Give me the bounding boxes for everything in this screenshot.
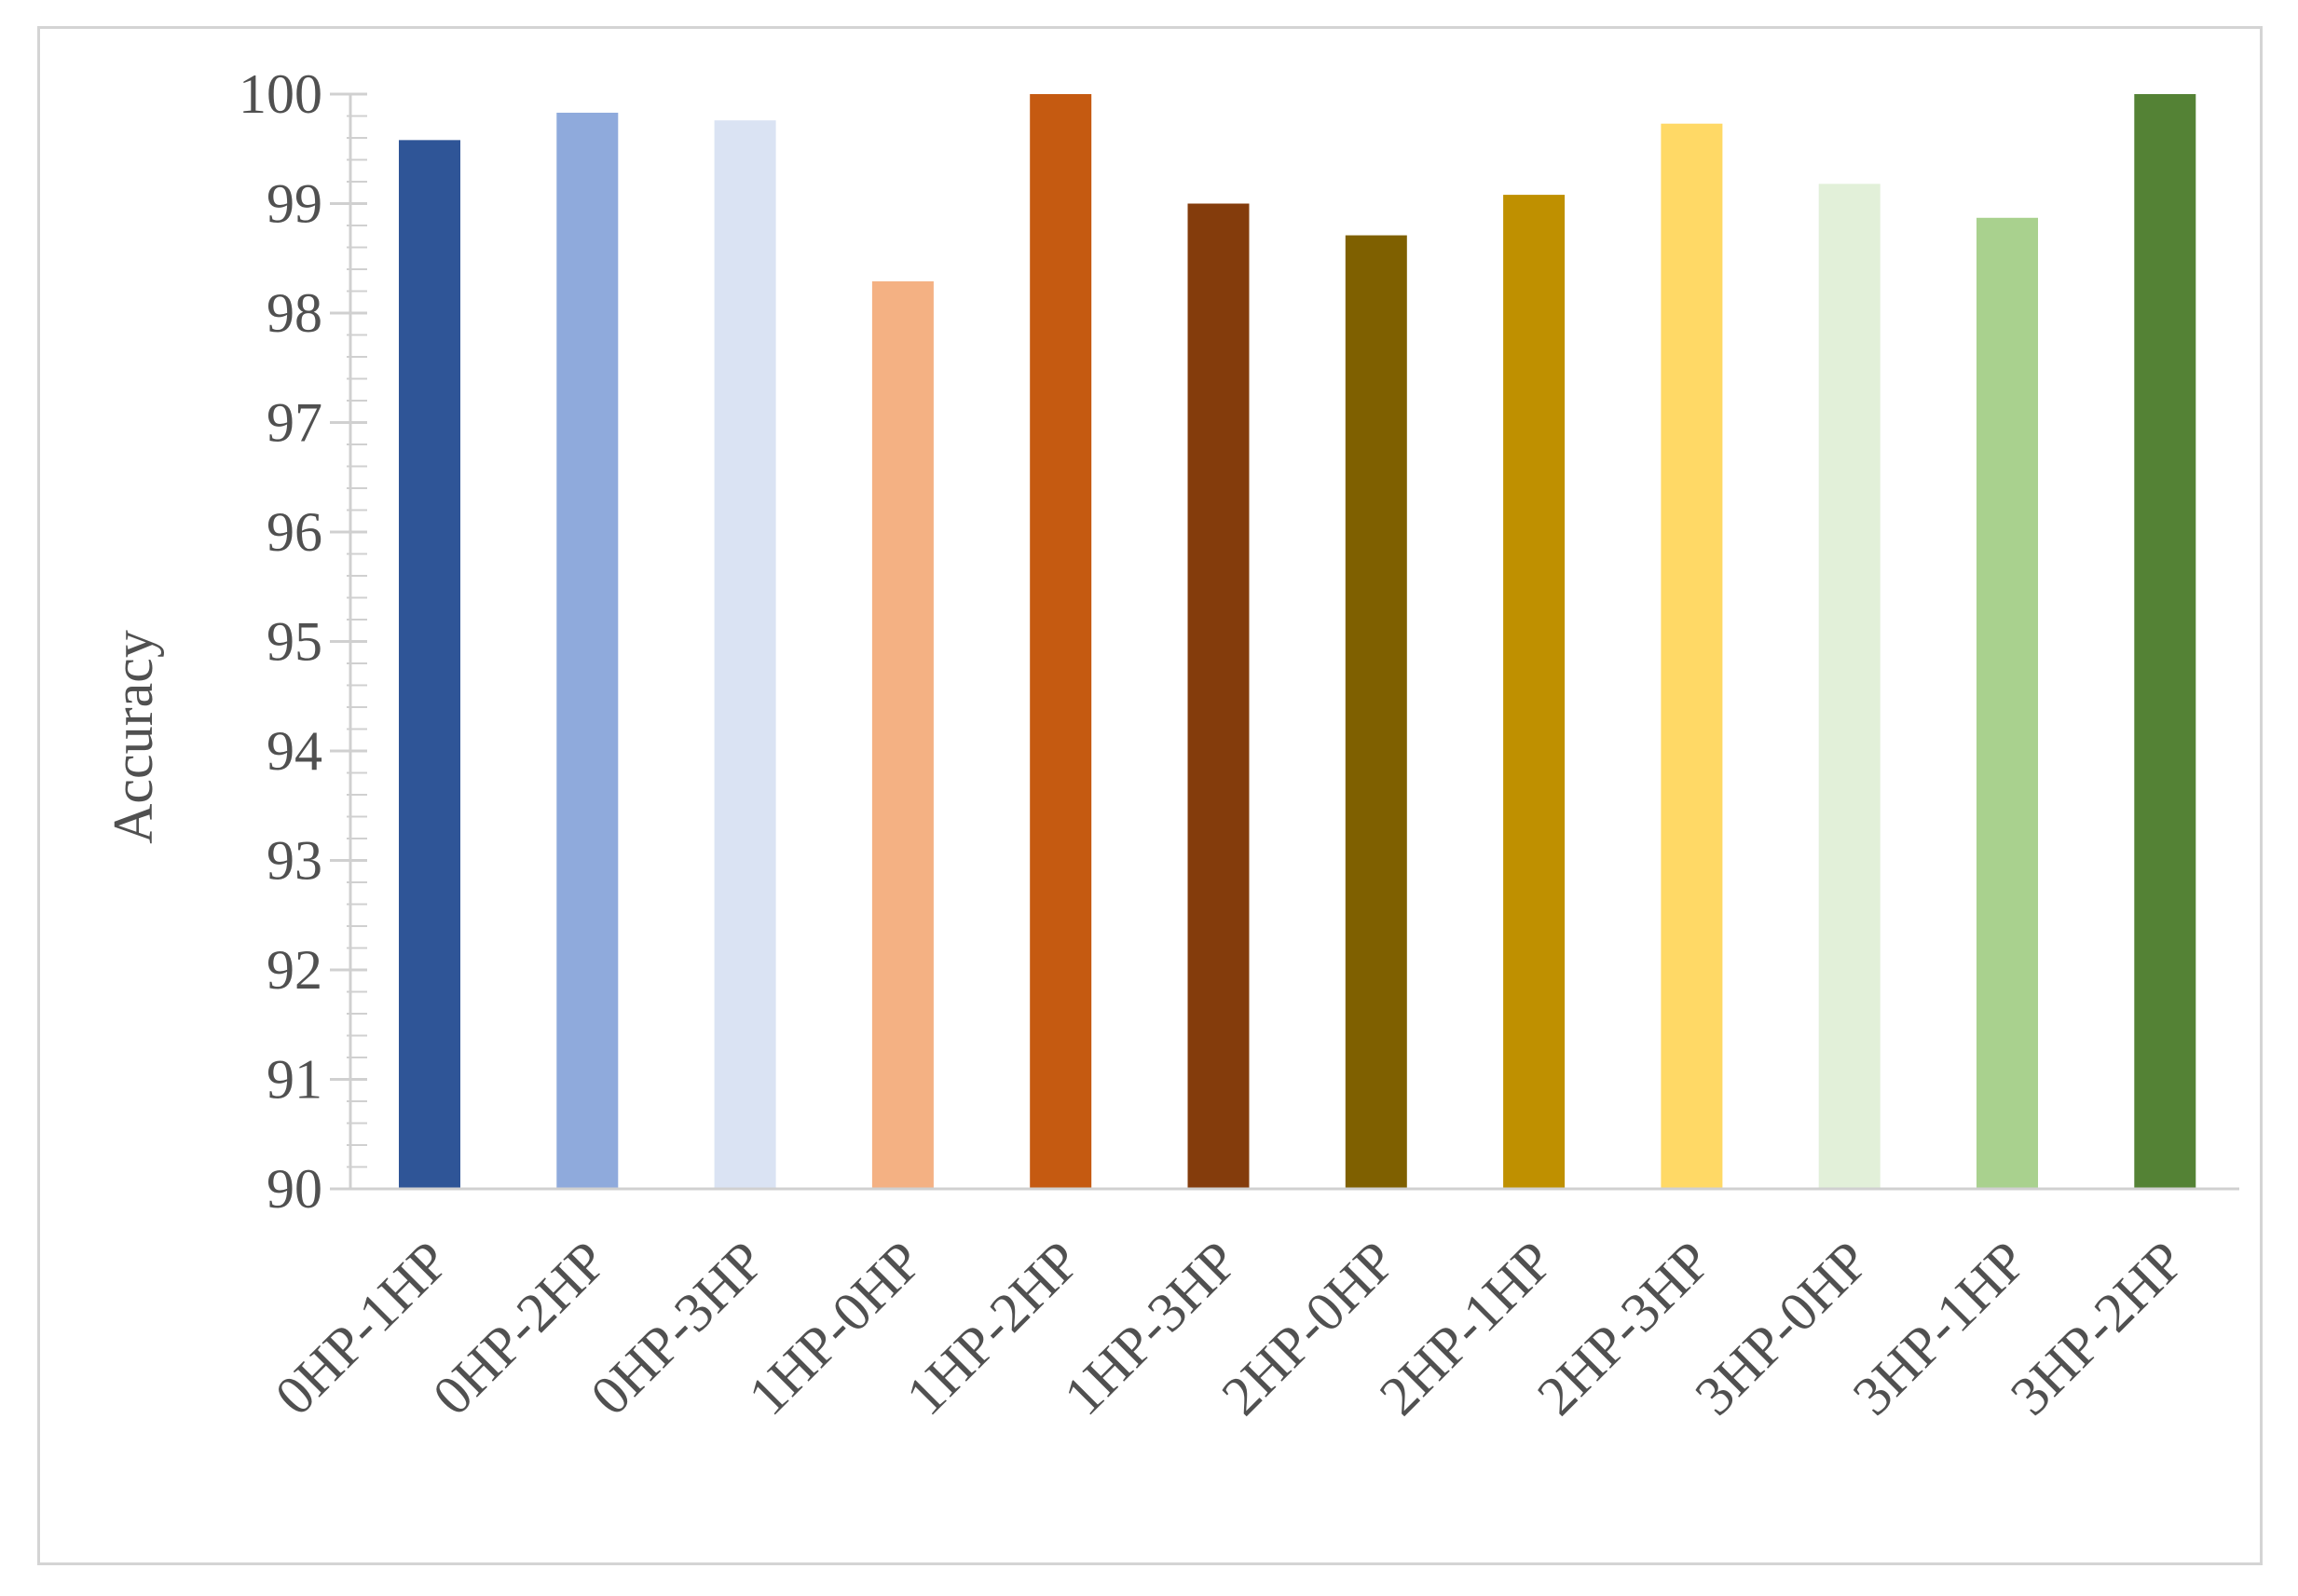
bar-0hp-1hp [399,140,460,1190]
y-tick-label: 97 [267,392,322,454]
x-tick-label: 3HP-1HP [1841,1230,2039,1427]
x-tick-label: 0HP-2HP [421,1230,619,1427]
bar-0hp-3hp [714,120,776,1190]
x-tick-label: 2HP-3HP [1525,1230,1723,1427]
y-axis-ticks [330,92,367,1191]
bars-group [399,94,2196,1190]
y-tick-label: 93 [267,830,322,892]
bar-0hp-2hp [556,112,619,1190]
y-tick-label: 91 [267,1049,322,1111]
bar-2hp-0hp [1345,235,1407,1189]
y-tick-label: 98 [267,282,322,344]
x-tick-labels: 0HP-1HP0HP-2HP0HP-3HP1HP-0HP1HP-2HP1HP-3… [264,1230,2196,1427]
y-tick-label: 95 [267,611,322,673]
bar-2hp-3hp [1661,123,1723,1190]
y-tick-label: 94 [267,720,322,782]
bar-chart: 90 91 92 93 94 95 96 97 98 99 100 0HP-1HP0HP-2HP0H… [103,63,2239,1427]
chart-frame: 90 91 92 93 94 95 96 97 98 99 100 0HP-1HP 0HP-2HP 0H… [37,26,2263,1565]
bar-1hp-3hp [1187,203,1250,1189]
y-tick-label: 96 [267,501,322,563]
x-tick-label: 1HP-0HP [737,1230,935,1427]
x-tick-label: 1HP-2HP [895,1230,1092,1427]
x-tick-label: 2HP-1HP [1368,1230,1566,1427]
y-tick-label: 92 [267,939,322,1001]
y-tick-label: 90 [267,1158,322,1220]
bar-3hp-2hp [2134,94,2196,1189]
x-tick-label: 0HP-3HP [579,1230,776,1427]
y-tick-label: 100 [239,63,322,125]
bar-3hp-0hp [1818,184,1881,1190]
y-axis-title: Accuracy [103,630,164,844]
x-tick-label: 2HP-0HP [1210,1230,1407,1427]
x-tick-label: 0HP-1HP [264,1230,461,1427]
y-tick-label: 99 [267,173,322,235]
x-tick-label: 3HP-2HP [1999,1230,2196,1427]
bar-2hp-1hp [1503,195,1566,1190]
bar-1hp-0hp [871,280,934,1189]
x-tick-label: 1HP-3HP [1052,1230,1250,1427]
bar-3hp-1hp [1977,217,2038,1189]
x-tick-label: 3HP-0HP [1683,1230,1881,1427]
y-tick-labels: 90 91 92 93 94 95 96 97 98 99 100 [239,63,322,1220]
bar-1hp-2hp [1030,94,1092,1189]
